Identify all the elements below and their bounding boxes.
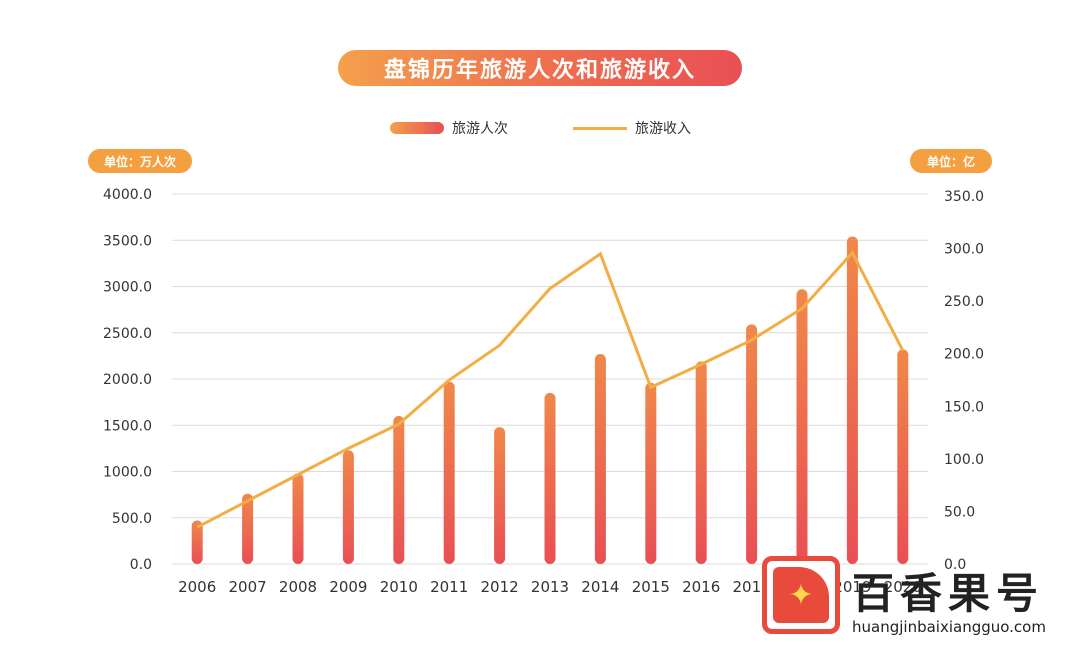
- right-tick-label: 150.0: [944, 399, 984, 415]
- left-axis-unit: 单位：万人次: [88, 149, 192, 173]
- right-tick-label: 350.0: [944, 189, 984, 205]
- watermark-url: huangjinbaixiangguo.com: [852, 618, 1046, 636]
- x-tick-label: 2010: [380, 578, 418, 596]
- right-tick-label: 100.0: [944, 452, 984, 468]
- left-tick-label: 500.0: [112, 511, 152, 527]
- x-tick-label: 2016: [682, 578, 720, 596]
- x-tick-label: 2006: [178, 578, 216, 596]
- legend-item-line[interactable]: 旅游收入: [573, 118, 691, 138]
- x-tick-label: 2017: [733, 578, 771, 596]
- left-tick-label: 2000.0: [103, 372, 152, 388]
- x-tick-label: 2014: [581, 578, 619, 596]
- legend-item-bar[interactable]: 旅游人次: [390, 118, 508, 138]
- left-tick-label: 1500.0: [103, 418, 152, 434]
- bar-2010: [393, 416, 405, 564]
- left-tick-label: 0.0: [130, 557, 152, 573]
- chart-title: 盘锦历年旅游人次和旅游收入: [338, 50, 742, 86]
- left-tick-label: 4000.0: [103, 187, 152, 203]
- left-tick-label: 1000.0: [103, 465, 152, 481]
- bar-2014: [594, 354, 606, 564]
- bar-2009: [342, 450, 354, 564]
- bar-2006: [191, 520, 203, 564]
- x-tick-label: 2008: [279, 578, 317, 596]
- watermark-logo: ✦: [762, 556, 840, 634]
- right-tick-label: 50.0: [944, 504, 975, 520]
- x-tick-label: 2019: [833, 578, 871, 596]
- x-tick-label: 2009: [329, 578, 367, 596]
- x-tick-label: 2013: [531, 578, 569, 596]
- star-icon: ✦: [773, 567, 829, 623]
- bar-2017: [746, 324, 758, 564]
- x-tick-label: 2012: [481, 578, 519, 596]
- bar-2018: [796, 289, 808, 564]
- right-axis-unit: 单位：亿: [910, 149, 992, 173]
- bar-2012: [494, 427, 506, 564]
- right-tick-label: 300.0: [944, 242, 984, 258]
- left-tick-label: 3500.0: [103, 233, 152, 249]
- x-tick-label: 2015: [632, 578, 670, 596]
- left-tick-label: 3000.0: [103, 280, 152, 296]
- bar-2019: [846, 236, 858, 565]
- x-tick-label: 2020: [884, 578, 922, 596]
- legend-swatch-line: [573, 126, 627, 130]
- x-tick-label: 2011: [430, 578, 468, 596]
- bar-2013: [544, 392, 556, 564]
- bar-2015: [645, 382, 657, 564]
- legend-label-line: 旅游收入: [635, 121, 691, 137]
- right-tick-label: 200.0: [944, 347, 984, 363]
- line-series-revenue: [196, 250, 905, 529]
- right-tick-label: 250.0: [944, 294, 984, 310]
- x-tick-label: 2007: [229, 578, 267, 596]
- left-tick-label: 2500.0: [103, 326, 152, 342]
- bar-2016: [695, 361, 707, 564]
- right-tick-label: 0.0: [944, 557, 966, 573]
- bar-2007: [242, 493, 254, 564]
- watermark-name: 百香果号: [852, 569, 1045, 618]
- bar-2020: [897, 349, 909, 564]
- legend-swatch-bar: [390, 122, 444, 134]
- legend-label-bar: 旅游人次: [452, 121, 508, 137]
- bar-2008: [292, 473, 304, 564]
- bar-2011: [443, 381, 455, 564]
